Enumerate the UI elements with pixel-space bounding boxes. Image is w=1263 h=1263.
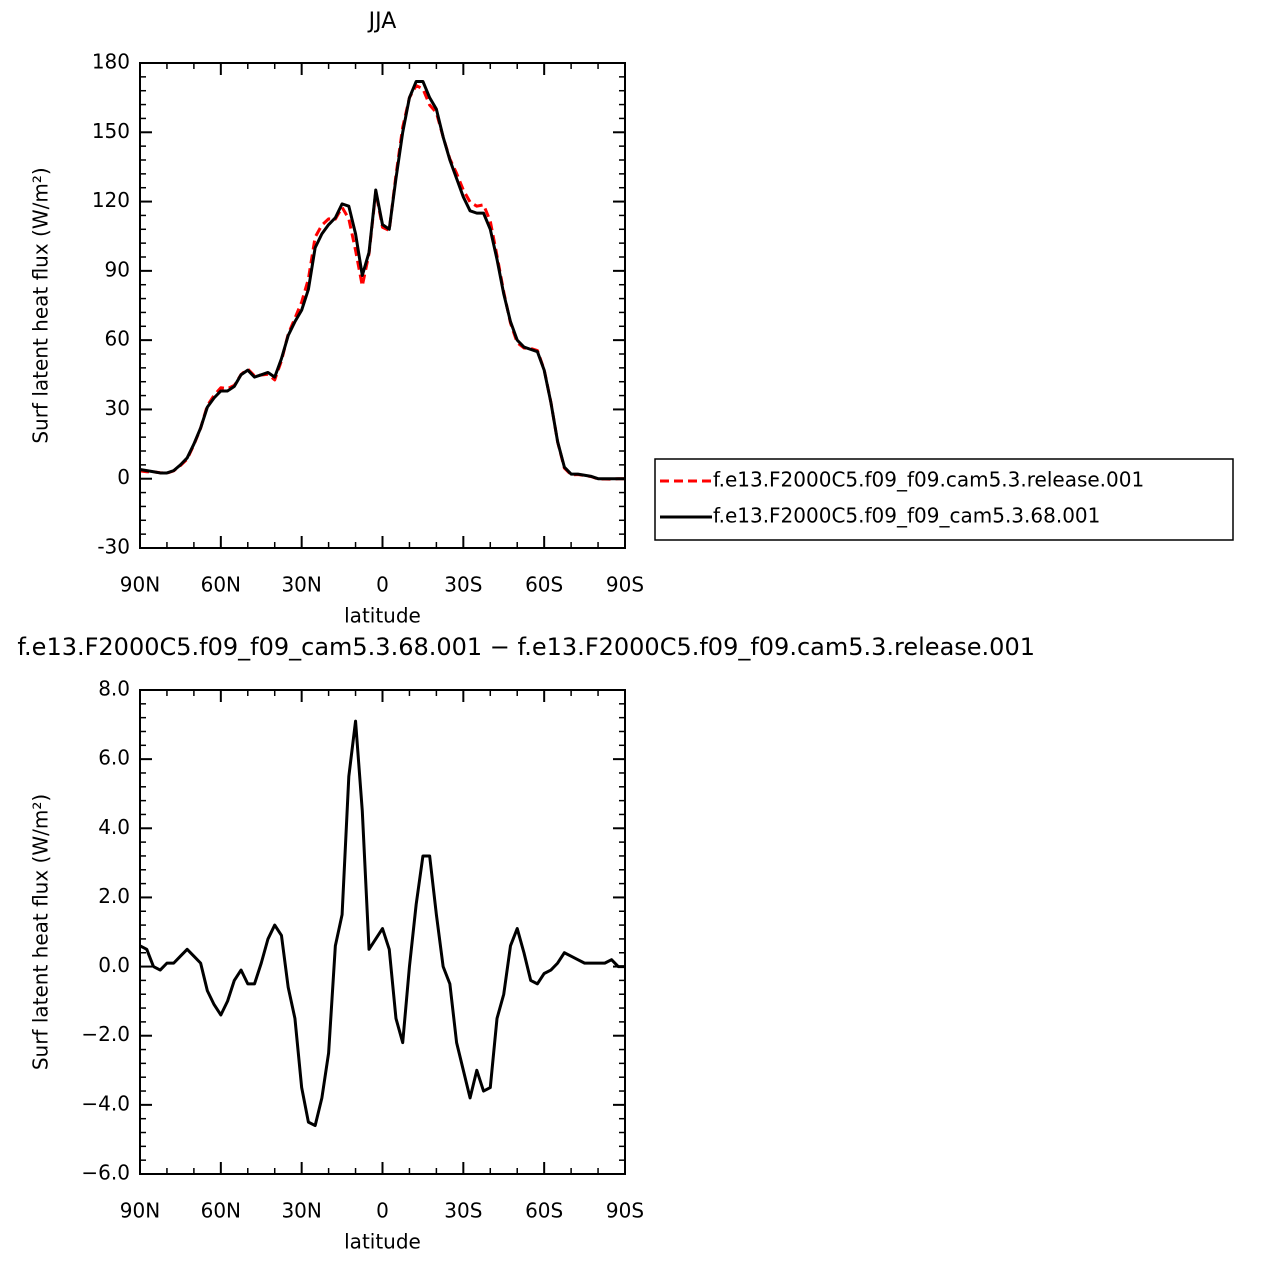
y-tick-label: 0.0 <box>98 953 130 977</box>
y-tick-label: 30 <box>105 396 130 420</box>
y-tick-label: 60 <box>105 327 130 351</box>
data-line <box>139 84 625 481</box>
plot-frame <box>139 62 626 549</box>
legend-label: f.e13.F2000C5.f09_f09.cam5.3.release.001 <box>713 468 1144 492</box>
y-axis-title: Surf latent heat flux (W/m²) <box>29 167 53 443</box>
legend-label: f.e13.F2000C5.f09_f09_cam5.3.68.001 <box>713 504 1100 528</box>
x-tick-label: 30S <box>444 1199 482 1223</box>
x-axis-title: latitude <box>344 1230 421 1254</box>
x-tick-label: 60S <box>525 573 563 597</box>
y-tick-label: 90 <box>105 257 130 281</box>
y-tick-label: 2.0 <box>98 884 130 908</box>
y-axis-title: Surf latent heat flux (W/m²) <box>29 794 53 1070</box>
data-line <box>139 79 625 481</box>
legend-box <box>654 458 1234 541</box>
y-tick-label: −6.0 <box>81 1161 130 1185</box>
x-tick-label: 90N <box>120 1199 160 1223</box>
y-tick-label: -30 <box>97 535 130 559</box>
x-tick-label: 0 <box>376 1199 389 1223</box>
x-tick-label: 60S <box>525 1199 563 1223</box>
y-tick-label: 8.0 <box>98 677 130 701</box>
y-tick-label: 4.0 <box>98 815 130 839</box>
y-tick-label: 6.0 <box>98 746 130 770</box>
x-tick-label: 30N <box>281 573 321 597</box>
y-tick-label: −2.0 <box>81 1022 130 1046</box>
data-line <box>139 719 625 1128</box>
chart-title: JJA <box>367 9 397 34</box>
y-tick-label: 120 <box>92 188 130 212</box>
chart-title: f.e13.F2000C5.f09_f09_cam5.3.68.001 − f.… <box>17 633 1035 661</box>
x-tick-label: 60N <box>201 573 241 597</box>
y-tick-label: 150 <box>92 119 130 143</box>
plot-frame <box>139 689 626 1175</box>
y-tick-label: −4.0 <box>81 1091 130 1115</box>
y-tick-label: 0 <box>117 465 130 489</box>
x-tick-label: 60N <box>201 1199 241 1223</box>
y-tick-label: 180 <box>92 50 130 74</box>
x-tick-label: 0 <box>376 573 389 597</box>
x-tick-label: 90N <box>120 573 160 597</box>
x-axis-title: latitude <box>344 604 421 628</box>
x-tick-label: 90S <box>606 573 644 597</box>
x-tick-label: 90S <box>606 1199 644 1223</box>
x-tick-label: 30S <box>444 573 482 597</box>
x-tick-label: 30N <box>281 1199 321 1223</box>
